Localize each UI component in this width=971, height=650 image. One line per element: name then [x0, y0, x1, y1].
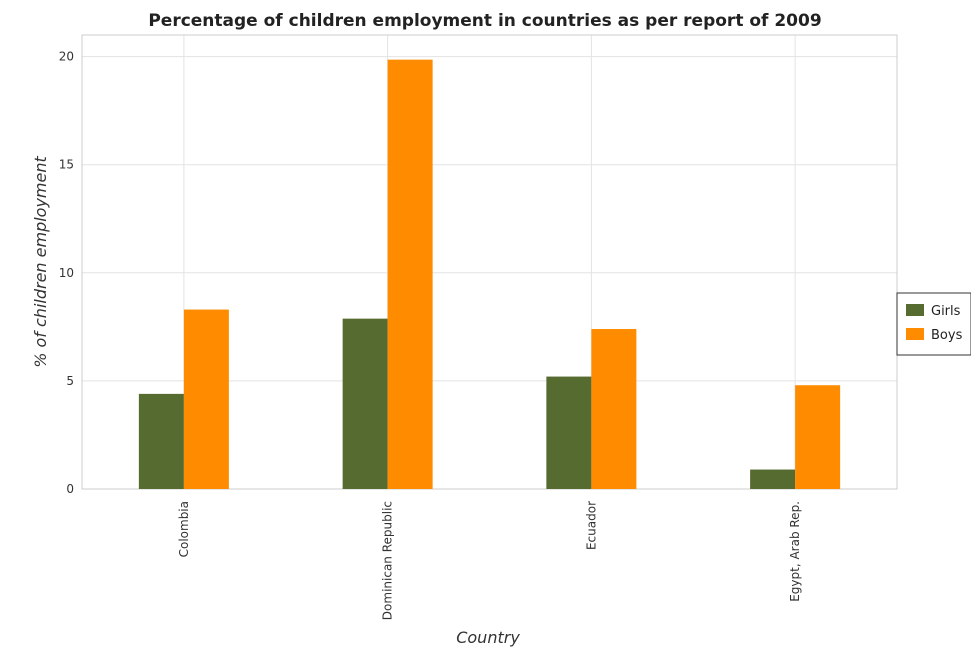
legend-label-girls: Girls [931, 304, 961, 319]
x-axis-ticks: Colombia Dominican Republic Ecuador Egypt, … [177, 501, 802, 620]
bars [138, 59, 841, 489]
legend-label-boys: Boys [931, 328, 963, 343]
legend-box [896, 292, 971, 356]
y-tick-label: 20 [59, 50, 74, 64]
bar-boys [795, 385, 841, 489]
y-tick-label: 0 [66, 482, 74, 496]
bar-girls [342, 318, 388, 489]
x-tick-label: Dominican Republic [381, 501, 395, 620]
bar-boys [591, 329, 637, 489]
y-axis-ticks: 0 5 10 15 20 [59, 50, 74, 496]
bar-girls [546, 376, 592, 489]
x-axis-label: Country [456, 628, 520, 647]
chart-title: Percentage of children employment in cou… [148, 11, 821, 31]
legend-swatch-girls [906, 304, 924, 316]
legend-swatch-boys [906, 328, 924, 340]
bar-girls [750, 469, 796, 489]
x-tick-label: Colombia [177, 501, 191, 557]
legend: Girls Boys [896, 292, 971, 356]
plot-area [81, 34, 898, 490]
x-tick-label: Egypt, Arab Rep. [788, 501, 802, 602]
y-tick-label: 5 [66, 374, 74, 388]
bar-girls [138, 393, 184, 489]
y-tick-label: 15 [59, 158, 74, 172]
y-axis-label: % of children employment [31, 155, 50, 367]
y-tick-label: 10 [59, 266, 74, 280]
bar-boys [387, 59, 433, 489]
bar-boys [183, 309, 229, 489]
x-tick-label: Ecuador [584, 501, 598, 550]
